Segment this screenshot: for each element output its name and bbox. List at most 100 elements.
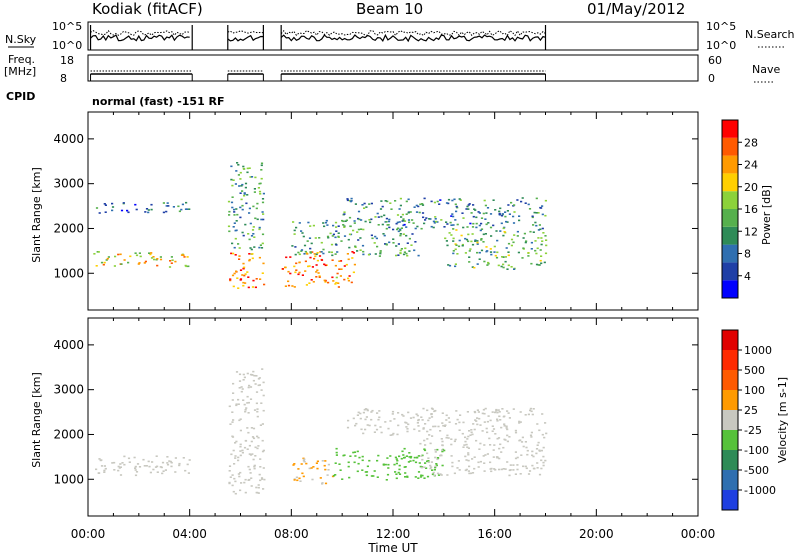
- data-cell: [336, 272, 339, 275]
- cpid-text: normal (fast) -151 RF: [92, 95, 225, 108]
- data-cell: [168, 266, 172, 268]
- data-cell: [520, 200, 523, 203]
- data-cell: [243, 446, 247, 449]
- data-cell: [228, 482, 231, 485]
- data-cell: [186, 256, 189, 258]
- data-cell: [239, 178, 242, 180]
- data-cell: [402, 224, 405, 227]
- data-cell: [443, 425, 446, 427]
- data-cell: [513, 204, 516, 206]
- data-cell: [475, 226, 478, 229]
- data-cell: [311, 251, 314, 253]
- data-cell: [346, 198, 349, 200]
- data-cell: [249, 373, 253, 376]
- data-cell: [251, 229, 255, 231]
- data-cell: [228, 214, 231, 216]
- data-cell: [334, 253, 337, 255]
- data-cell: [386, 200, 389, 203]
- data-cell: [388, 218, 391, 221]
- data-cell: [465, 468, 468, 471]
- data-cell: [164, 469, 167, 471]
- data-cell: [522, 237, 525, 239]
- y-tick-label: 1000: [53, 472, 84, 486]
- nsky-tick-low: 10^0: [52, 39, 82, 52]
- data-cell: [477, 461, 480, 464]
- data-cell: [309, 225, 312, 227]
- data-cell: [370, 418, 373, 421]
- data-cell: [374, 424, 377, 427]
- data-cell: [150, 203, 153, 206]
- data-cell: [243, 194, 246, 197]
- data-cell: [397, 227, 400, 230]
- data-cell: [479, 424, 482, 426]
- data-cell: [343, 235, 347, 237]
- data-cell: [443, 449, 446, 452]
- data-cell: [113, 265, 116, 267]
- data-cell: [535, 252, 538, 255]
- data-cell: [450, 438, 453, 440]
- data-cell: [427, 461, 430, 463]
- data-cell: [418, 211, 421, 214]
- colorbar-segment: [722, 262, 738, 281]
- data-cell: [383, 214, 386, 217]
- data-cell: [241, 274, 244, 276]
- data-cell: [234, 455, 237, 457]
- data-cell: [518, 422, 521, 424]
- data-cell: [324, 460, 327, 462]
- data-cell: [186, 463, 189, 466]
- data-cell: [315, 264, 318, 266]
- data-cell: [460, 234, 463, 237]
- data-cell: [522, 247, 525, 249]
- data-cell: [536, 462, 539, 464]
- data-cell: [252, 427, 256, 430]
- data-cell: [409, 211, 412, 213]
- data-cell: [228, 210, 231, 213]
- data-cell: [486, 431, 489, 434]
- data-cell: [310, 242, 313, 245]
- data-cell: [420, 474, 423, 477]
- data-cell: [545, 244, 548, 247]
- data-cell: [242, 284, 245, 287]
- data-cell: [375, 237, 378, 240]
- data-cell: [503, 425, 506, 427]
- data-cell: [442, 424, 445, 427]
- data-cell: [162, 470, 165, 472]
- data-cell: [408, 221, 411, 224]
- data-cell: [399, 233, 402, 235]
- data-cell: [464, 237, 467, 240]
- data-cell: [185, 201, 188, 204]
- data-cell: [457, 245, 461, 248]
- data-cell: [496, 411, 499, 414]
- data-cell: [404, 247, 407, 250]
- data-cell: [291, 245, 294, 247]
- data-cell: [307, 221, 310, 224]
- data-cell: [528, 470, 532, 472]
- data-cell: [135, 208, 138, 211]
- data-cell: [228, 405, 231, 408]
- data-cell: [411, 233, 414, 235]
- time-axis-label: Time UT: [367, 541, 418, 554]
- data-cell: [371, 409, 374, 412]
- colorbar-tick-label: 8: [744, 248, 751, 261]
- data-cell: [395, 245, 398, 247]
- data-cell: [487, 415, 490, 417]
- data-cell: [167, 205, 170, 207]
- data-cell: [455, 210, 458, 213]
- data-cell: [227, 225, 231, 228]
- data-cell: [414, 476, 417, 478]
- data-cell: [237, 287, 240, 289]
- data-cell: [155, 455, 158, 457]
- data-cell: [361, 469, 364, 471]
- data-cell: [531, 215, 534, 218]
- data-cell: [331, 254, 334, 257]
- data-cell: [143, 262, 146, 264]
- data-cell: [384, 463, 387, 466]
- data-cell: [527, 255, 530, 257]
- data-cell: [416, 456, 419, 459]
- data-cell: [238, 255, 241, 257]
- data-cell: [161, 472, 164, 475]
- data-cell: [347, 238, 350, 241]
- data-cell: [542, 455, 545, 458]
- data-cell: [181, 203, 184, 206]
